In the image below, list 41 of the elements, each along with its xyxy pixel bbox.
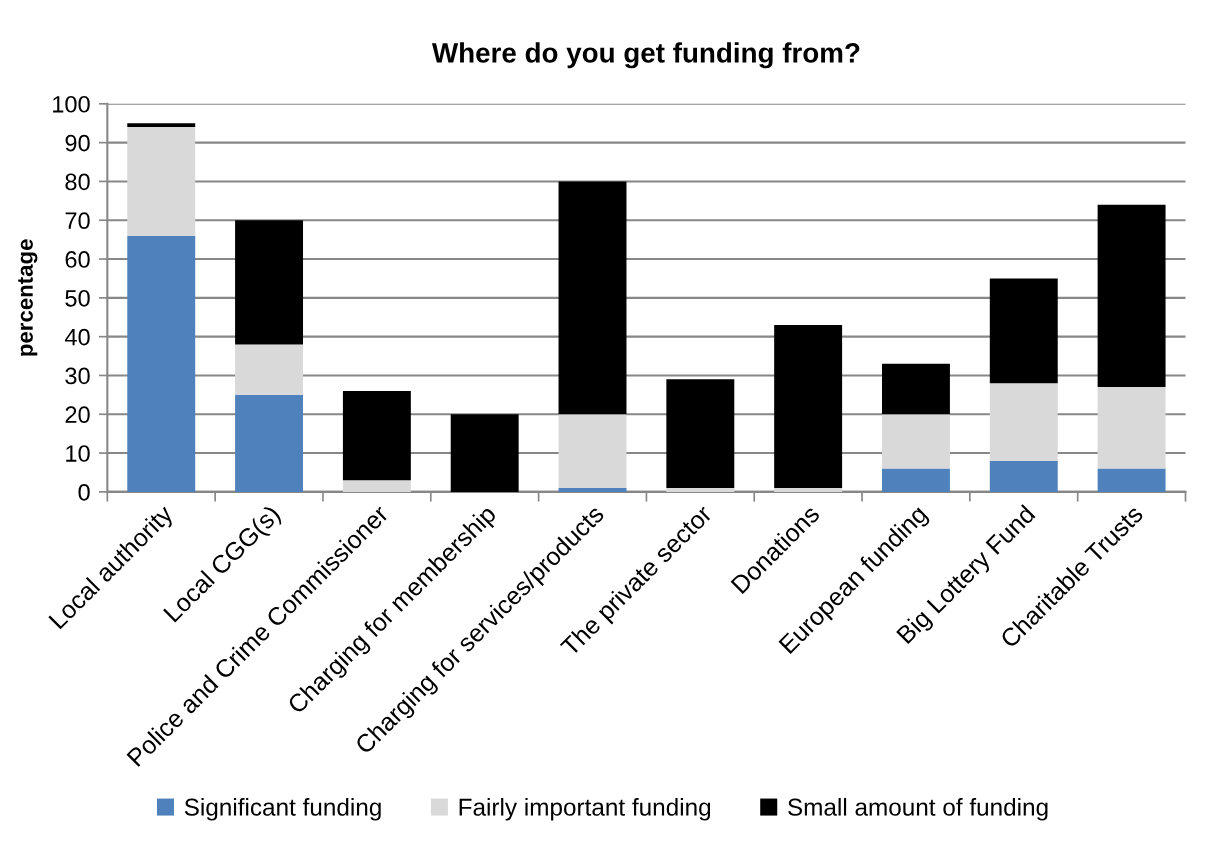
legend-label: Significant funding bbox=[184, 797, 381, 821]
y-tick-label: 60 bbox=[65, 251, 90, 268]
bar bbox=[666, 379, 735, 488]
bar bbox=[666, 488, 735, 492]
bar bbox=[774, 325, 843, 488]
y-tick-label: 50 bbox=[65, 289, 90, 307]
bar bbox=[342, 390, 411, 481]
bar bbox=[558, 414, 627, 488]
bar bbox=[127, 127, 196, 236]
y-tick-label: 30 bbox=[65, 367, 90, 385]
chart-title: Where do you get funding from? bbox=[431, 42, 860, 69]
bar bbox=[881, 468, 950, 492]
legend-label: Fairly important funding bbox=[459, 797, 711, 821]
bar bbox=[1097, 387, 1166, 469]
bar bbox=[989, 278, 1058, 384]
y-axis-title: percentage bbox=[18, 239, 38, 356]
bar bbox=[989, 383, 1058, 461]
bar bbox=[774, 488, 843, 492]
bar bbox=[342, 480, 411, 492]
y-tick-label: 70 bbox=[65, 212, 90, 230]
bar bbox=[558, 488, 627, 492]
y-tick-label: 40 bbox=[64, 328, 90, 346]
bar bbox=[881, 363, 950, 415]
bar bbox=[989, 460, 1058, 492]
bar bbox=[881, 414, 950, 469]
y-tick-label: 90 bbox=[65, 134, 90, 152]
bar bbox=[127, 235, 196, 492]
bar bbox=[235, 344, 304, 395]
bar bbox=[235, 220, 304, 345]
bar bbox=[127, 123, 196, 128]
y-tick-label: 0 bbox=[78, 483, 90, 501]
bar bbox=[1097, 468, 1166, 492]
bar bbox=[558, 181, 627, 415]
bar bbox=[235, 394, 304, 492]
y-tick-label: 100 bbox=[53, 95, 90, 113]
y-tick-label: 10 bbox=[66, 445, 90, 462]
bar bbox=[450, 414, 519, 492]
y-tick-label: 20 bbox=[65, 406, 90, 424]
bar bbox=[1097, 204, 1166, 388]
legend-label: Small amount of funding bbox=[788, 797, 1048, 821]
y-tick-label: 80 bbox=[65, 173, 90, 191]
